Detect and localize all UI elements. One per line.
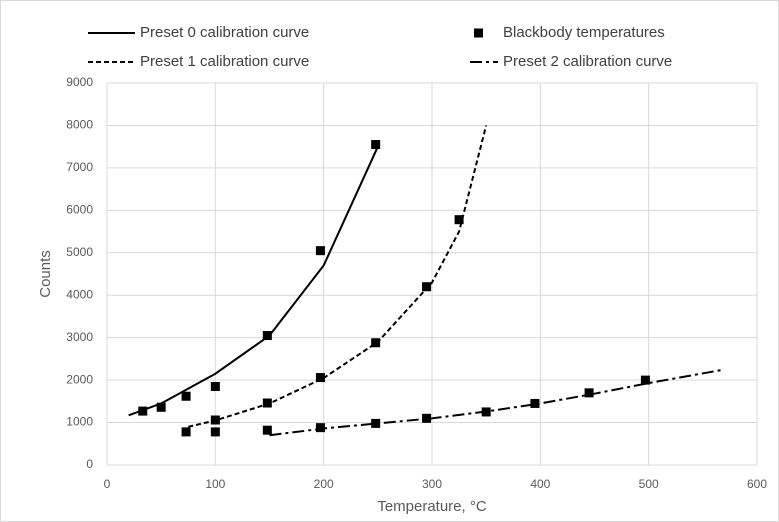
data-point [371, 338, 381, 348]
y-tick-label: 6000 [66, 203, 93, 217]
x-tick-label: 400 [530, 477, 550, 491]
y-tick-label: 4000 [66, 287, 93, 301]
y-axis-title: Counts [37, 250, 54, 298]
data-point [530, 398, 540, 408]
y-tick-label: 0 [86, 457, 93, 471]
data-point [262, 331, 272, 341]
y-tick-label: 1000 [66, 415, 93, 429]
curve [128, 146, 379, 417]
legend-label: Blackbody temperatures [503, 24, 665, 41]
data-point [262, 398, 272, 408]
curve [269, 368, 725, 437]
data-point [640, 375, 650, 385]
x-tick-label: 300 [422, 477, 442, 491]
data-point [422, 282, 432, 292]
data-point [138, 406, 148, 416]
y-tick-label: 3000 [66, 330, 93, 344]
data-point [371, 140, 381, 150]
data-point [315, 423, 325, 433]
data-point [210, 427, 220, 437]
data-point [315, 373, 325, 383]
legend-label: Preset 1 calibration curve [140, 53, 309, 70]
y-tick-label: 9000 [66, 75, 93, 89]
x-tick-label: 0 [104, 477, 111, 491]
data-point [371, 418, 381, 428]
legend: Preset 0 calibration curve Blackbody temp… [88, 24, 672, 70]
legend-label: Preset 2 calibration curve [503, 53, 672, 70]
x-tick-label: 500 [639, 477, 659, 491]
data-point [262, 425, 272, 435]
y-tick-label: 2000 [66, 372, 93, 386]
x-tick-label: 100 [205, 477, 225, 491]
x-axis-title: Temperature, °C [377, 498, 487, 515]
data-point [454, 215, 464, 225]
data-point [181, 391, 191, 401]
x-tick-label: 600 [747, 477, 767, 491]
y-tick-label: 8000 [66, 118, 93, 132]
data-point [210, 381, 220, 391]
data-point [422, 413, 432, 423]
y-tick-label: 7000 [66, 160, 93, 174]
data-point [584, 388, 594, 398]
legend-marker [474, 28, 483, 38]
data-point [315, 246, 325, 256]
y-tick-label: 5000 [66, 245, 93, 259]
data-point [181, 427, 191, 437]
x-tick-label: 200 [314, 477, 334, 491]
data-point [156, 402, 166, 412]
legend-label: Preset 0 calibration curve [140, 24, 309, 41]
curve [188, 125, 488, 428]
